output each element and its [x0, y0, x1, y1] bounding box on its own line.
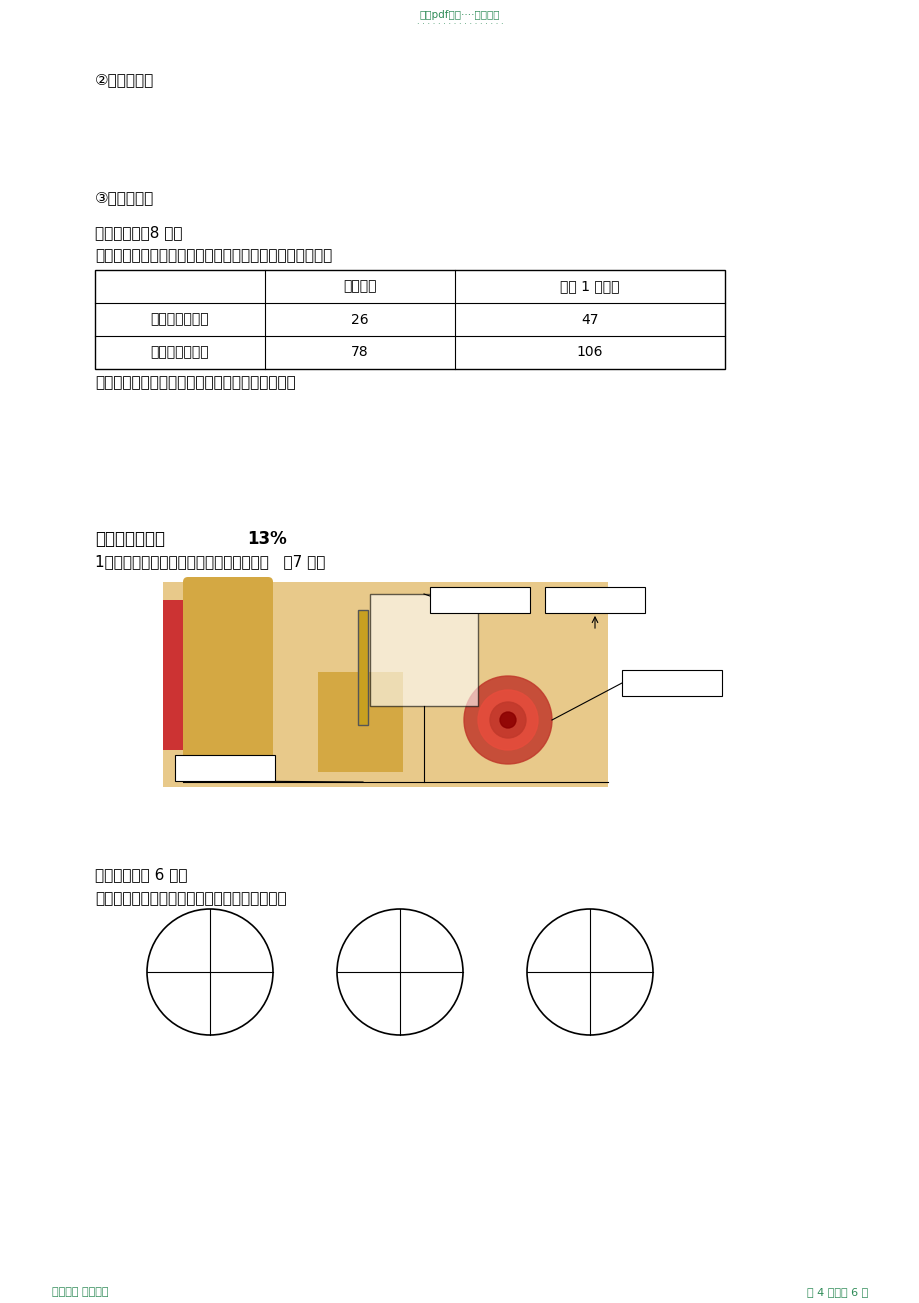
Circle shape — [463, 676, 551, 764]
Bar — [163, 582, 607, 787]
Text: 七、实践题（8 分）: 七、实践题（8 分） — [95, 225, 182, 240]
Circle shape — [490, 702, 526, 737]
Text: 13%: 13% — [246, 530, 287, 549]
Text: 请你用所学的知识对测得的数据作出合理的解释。: 请你用所学的知识对测得的数据作出合理的解释。 — [95, 375, 295, 390]
Text: 第 4 页，共 6 页: 第 4 页，共 6 页 — [806, 1287, 867, 1296]
Text: 106: 106 — [576, 345, 603, 360]
Text: ②实验过程：: ②实验过程： — [95, 72, 154, 87]
Text: （          ）: （ ） — [567, 593, 622, 606]
Bar — [318, 672, 403, 771]
Text: 78: 78 — [351, 345, 369, 360]
Text: 下面是李涛在学习《运动起来会怎样》一课时所作的记录。: 下面是李涛在学习《运动起来会怎样》一课时所作的记录。 — [95, 248, 332, 263]
Bar — [175, 754, 275, 780]
Text: 47: 47 — [581, 313, 598, 327]
Bar — [621, 670, 721, 696]
Text: 精品pdf资料····欢迎下载: 精品pdf资料····欢迎下载 — [419, 10, 500, 20]
Text: （          ）: （ ） — [198, 761, 252, 774]
Text: 欢迎下载 名师归纳: 欢迎下载 名师归纳 — [52, 1287, 108, 1296]
Text: · · · · · · · · · · · · · · · · ·: · · · · · · · · · · · · · · · · · — [416, 20, 503, 29]
Text: 平静状态: 平静状态 — [343, 280, 377, 293]
Text: 每分钟心跳次数: 每分钟心跳次数 — [151, 345, 210, 360]
Bar — [544, 586, 644, 612]
Text: 26: 26 — [351, 313, 369, 327]
Text: 五、画图题（ 6 分）: 五、画图题（ 6 分） — [95, 866, 187, 882]
Text: （          ）: （ ） — [452, 593, 507, 606]
Text: 请在下面圆圈中按照天气情况画出云量的分布。: 请在下面圆圈中按照天气情况画出云量的分布。 — [95, 891, 287, 906]
Text: （          ）: （ ） — [644, 676, 698, 689]
Text: 五、我会看图：: 五、我会看图： — [95, 530, 165, 549]
Circle shape — [499, 711, 516, 728]
Circle shape — [478, 691, 538, 751]
Bar — [369, 594, 478, 706]
Bar — [163, 599, 267, 751]
Bar — [357, 610, 368, 724]
FancyBboxPatch shape — [183, 577, 273, 771]
Text: 每分钟呼吸次数: 每分钟呼吸次数 — [151, 313, 210, 327]
Text: 1、观察耳的结构图，填上各部分的名称。   （7 分）: 1、观察耳的结构图，填上各部分的名称。 （7 分） — [95, 554, 325, 569]
Text: ③实验结论：: ③实验结论： — [95, 190, 154, 205]
Text: 运动 1 分钟后: 运动 1 分钟后 — [560, 280, 619, 293]
Bar — [429, 586, 529, 612]
Bar — [95, 270, 724, 369]
